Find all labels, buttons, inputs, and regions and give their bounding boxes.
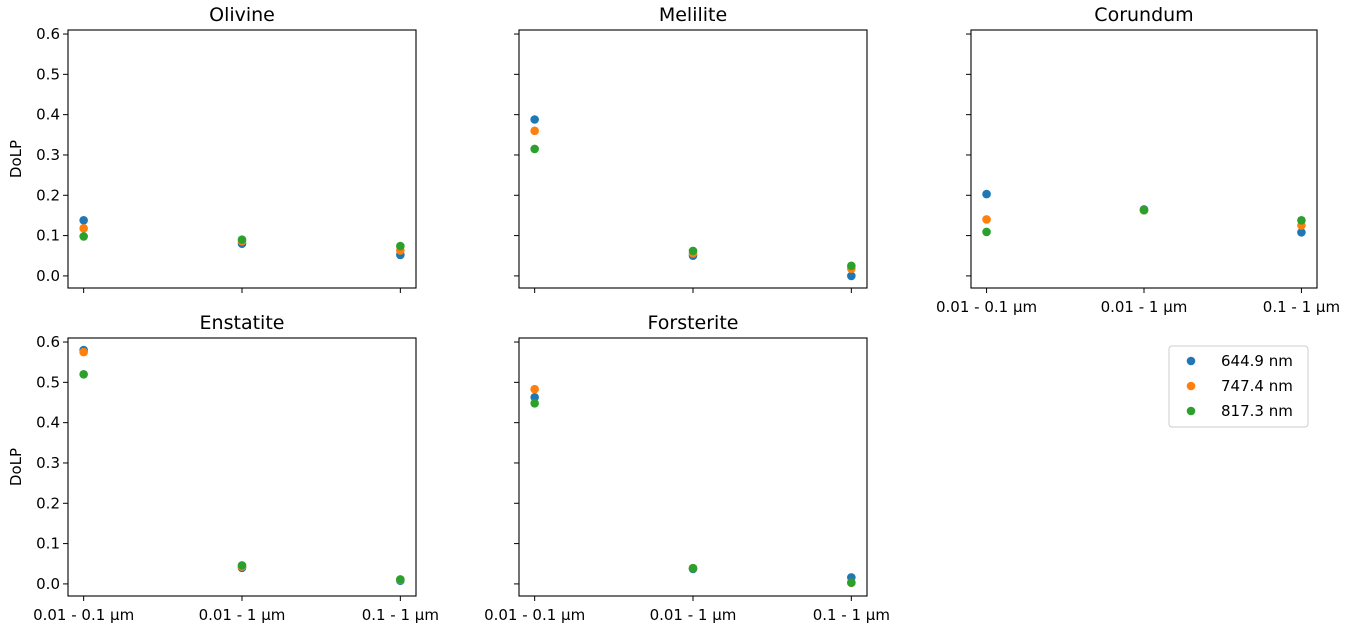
data-point-817_3-nm — [1297, 215, 1306, 225]
y-axis-label: DoLP — [7, 448, 25, 486]
y-tick-label: 0.0 — [36, 267, 60, 285]
legend-label: 817.3 nm — [1221, 402, 1293, 420]
data-point-747_4-nm — [79, 347, 88, 357]
y-tick-label: 0.5 — [36, 65, 60, 83]
data-point-644_9-nm — [530, 392, 539, 402]
plot-frame — [67, 29, 417, 289]
plot-frame — [67, 337, 417, 597]
data-point-817_3-nm — [982, 227, 991, 237]
panel-title: Enstatite — [200, 312, 285, 334]
data-point-817_3-nm — [396, 241, 405, 251]
data-point-817_3-nm — [396, 575, 405, 584]
data-point-817_3-nm — [79, 369, 88, 379]
data-point-644_9-nm — [530, 115, 539, 124]
y-tick-label: 0.4 — [36, 106, 60, 124]
legend-label: 644.9 nm — [1221, 352, 1293, 370]
data-point-817_3-nm — [79, 232, 88, 241]
data-point-644_9-nm — [1297, 228, 1306, 237]
x-tick-label: 0.1 - 1 μm — [1263, 298, 1340, 316]
legend: 644.9 nm 747.4 nm 817.3 nm — [1168, 345, 1309, 428]
data-point-644_9-nm — [847, 271, 856, 281]
data-point-747_4-nm — [530, 126, 539, 136]
x-tick-label: 0.01 - 0.1 μm — [33, 606, 134, 624]
data-point-817_3-nm — [1139, 205, 1149, 215]
y-tick-label: 0.4 — [36, 414, 60, 432]
legend-marker — [1186, 406, 1196, 416]
y-tick-label: 0.2 — [36, 186, 60, 204]
x-tick-label: 0.1 - 1 μm — [362, 606, 439, 624]
x-tick-label: 0.01 - 1 μm — [1101, 298, 1188, 316]
subplot-corundum: Corundum 0.01 - 0.1 μm 0.01 - 1 μm 0.1 - 1 … — [936, 4, 1340, 316]
data-point-817_3-nm — [847, 261, 856, 271]
data-point-817_3-nm — [530, 399, 539, 408]
data-point-817_3-nm — [237, 235, 247, 244]
panel-title: Corundum — [1094, 4, 1193, 26]
legend-box — [1168, 345, 1309, 428]
data-point-644_9-nm — [79, 215, 88, 225]
data-point-747_4-nm — [530, 384, 539, 394]
y-tick-label: 0.3 — [36, 146, 60, 164]
subplot-olivine: Olivine 0.0 0.1 0.2 0.3 0.4 0.5 0.6 DoLP — [7, 4, 417, 293]
plot-frame — [970, 29, 1318, 289]
x-tick-label: 0.01 - 0.1 μm — [936, 298, 1037, 316]
y-tick-label: 0.0 — [36, 575, 60, 593]
panel-title: Melilite — [659, 4, 727, 26]
subplot-forsterite: Forsterite 0.01 - 0.1 μm 0.01 - 1 μm 0.1 - … — [484, 312, 890, 624]
plot-frame — [518, 337, 868, 597]
y-tick-label: 0.3 — [36, 454, 60, 472]
data-point-747_4-nm — [79, 224, 88, 233]
legend-marker — [1186, 381, 1196, 391]
panel-title: Olivine — [209, 4, 275, 26]
subplot-enstatite: Enstatite 0.0 0.1 0.2 0.3 0.4 0.5 0.6 DoLP 0.01 -… — [7, 312, 439, 624]
legend-label: 747.4 nm — [1221, 377, 1293, 395]
y-tick-label: 0.1 — [36, 227, 60, 245]
data-point-817_3-nm — [530, 144, 539, 154]
data-point-817_3-nm — [688, 563, 698, 573]
y-tick-label: 0.6 — [36, 333, 60, 351]
data-point-817_3-nm — [847, 578, 856, 587]
panel-title: Forsterite — [648, 312, 739, 334]
data-point-817_3-nm — [688, 246, 698, 256]
y-axis-label: DoLP — [7, 140, 25, 178]
y-tick-label: 0.1 — [36, 535, 60, 553]
x-tick-label: 0.01 - 1 μm — [199, 606, 286, 624]
data-point-817_3-nm — [237, 561, 247, 570]
y-tick-label: 0.2 — [36, 494, 60, 512]
x-tick-label: 0.01 - 1 μm — [650, 606, 737, 624]
data-point-747_4-nm — [982, 215, 991, 224]
data-point-644_9-nm — [982, 189, 991, 199]
subplot-grid: Olivine 0.0 0.1 0.2 0.3 0.4 0.5 0.6 DoLP Melilite… — [7, 4, 1340, 624]
subplot-melilite: Melilite — [514, 4, 868, 293]
x-tick-label: 0.01 - 0.1 μm — [484, 606, 585, 624]
y-tick-label: 0.5 — [36, 373, 60, 391]
y-tick-label: 0.6 — [36, 25, 60, 43]
legend-marker — [1186, 356, 1196, 366]
x-tick-label: 0.1 - 1 μm — [813, 606, 890, 624]
